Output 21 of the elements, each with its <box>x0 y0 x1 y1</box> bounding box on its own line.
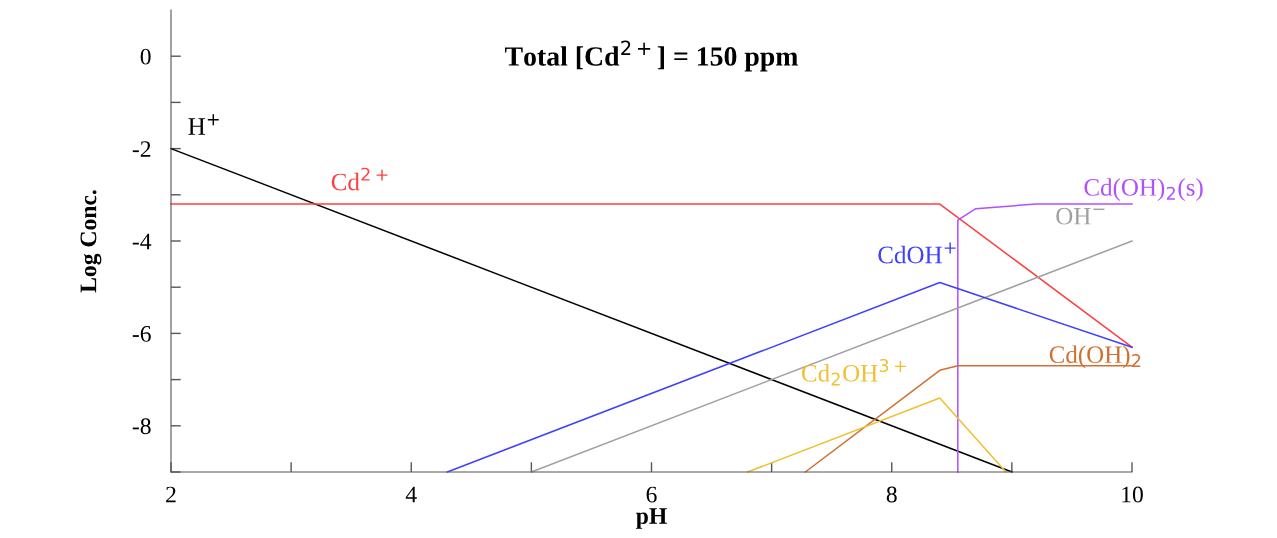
y-tick-label: -2 <box>132 141 151 157</box>
series-label: Cd(OH)$_{2}$(s) <box>1084 178 1203 201</box>
series-label: Cd(OH)$_{2}$ <box>1049 345 1141 369</box>
series-label: OH$^{−}$ <box>1056 207 1105 225</box>
line-series <box>957 203 1133 473</box>
series-label: H$^{+}$ <box>188 114 219 135</box>
x-tick-label: 8 <box>886 486 897 503</box>
x-tick-label: 6 <box>646 486 657 503</box>
text: Total [Cd$^{2+}$] = 150 ppm <box>504 40 798 72</box>
series-label: CdOH$^{+}$ <box>878 242 956 264</box>
series-label: Cd$^{2+}$ <box>331 167 388 191</box>
x-tick-label: 4 <box>405 486 417 503</box>
x-tick-label: 10 <box>1122 486 1143 503</box>
y-axis-title: Log Conc. <box>80 190 102 293</box>
series-label: Cd$_{2}$OH$^{3+}$ <box>801 358 906 386</box>
y-tick-label: -8 <box>132 418 151 435</box>
y-tick-label: -6 <box>132 325 151 342</box>
y-tick-label: -4 <box>132 233 152 250</box>
x-tick-label: 2 <box>166 486 176 503</box>
x-axis-title: pH <box>636 508 667 529</box>
y-tick-label: 0 <box>140 48 151 65</box>
